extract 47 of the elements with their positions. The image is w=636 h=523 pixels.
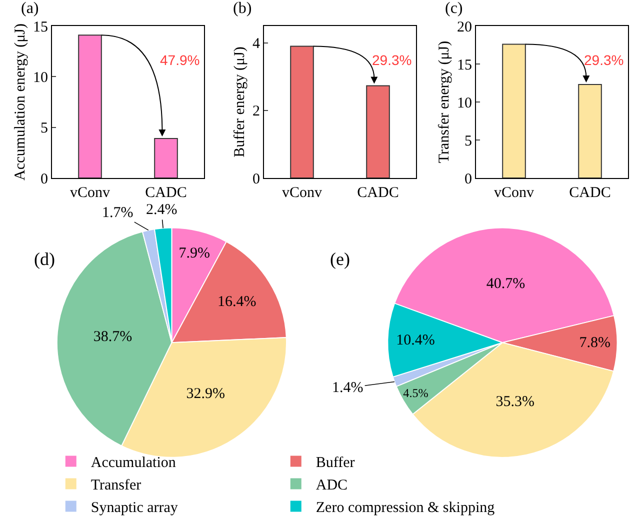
annotation: 29.3% — [584, 52, 624, 68]
annotation: 29.3% — [372, 52, 412, 68]
chart-title: (c) — [445, 0, 463, 17]
y-tick-label: 5 — [40, 120, 48, 137]
annotation: 47.9% — [160, 52, 200, 68]
y-tick-label: 15 — [457, 57, 472, 74]
legend-label: Transfer — [90, 478, 142, 494]
chart-title: (b) — [233, 0, 252, 17]
y-tick-label: 0 — [464, 171, 472, 188]
y-axis-title: Transfer energy (μJ) — [436, 40, 452, 164]
x-tick-label: CADC — [569, 185, 611, 201]
legend-label: ADC — [316, 478, 348, 494]
x-tick-label: vConv — [282, 185, 322, 201]
data-label: 1.4% — [332, 380, 364, 396]
x-tick-label: CADC — [145, 185, 187, 201]
text: (d) — [34, 249, 55, 269]
data-label: 7.9% — [178, 245, 210, 262]
data-label: 38.7% — [93, 328, 132, 345]
y-tick-label: 15 — [33, 19, 48, 36]
y-tick-label: 10 — [33, 70, 48, 86]
legend-label: Synaptic array — [90, 500, 178, 516]
x-tick-label: vConv — [70, 185, 110, 201]
legend-label: Accumulation — [90, 455, 176, 472]
y-tick-label: 0 — [40, 171, 48, 188]
data-label: 10.4% — [396, 332, 435, 349]
y-tick-label: 20 — [457, 19, 472, 36]
x-tick-label: vConv — [494, 185, 534, 201]
data-label: 1.7% — [102, 205, 134, 221]
data-label: 16.4% — [218, 294, 256, 310]
data-label: 35.3% — [496, 394, 535, 410]
data-label: 4.5% — [403, 386, 428, 400]
text: (e) — [330, 249, 350, 269]
y-axis-title: Accumulation energy (μJ) — [12, 24, 28, 180]
y-tick-label: 0 — [252, 171, 260, 188]
data-label: 40.7% — [486, 276, 526, 292]
y-tick-label: 10 — [457, 95, 472, 112]
data-label: 32.9% — [186, 386, 225, 402]
y-tick-label: 5 — [464, 133, 472, 150]
y-tick-label: 2 — [252, 104, 260, 120]
legend-label: Buffer — [316, 455, 355, 472]
chart-title: (a) — [21, 0, 39, 17]
data-label: 7.8% — [579, 335, 610, 352]
x-tick-label: CADC — [357, 185, 399, 201]
legend-label: Zero compression & skipping — [316, 500, 496, 516]
y-axis-title: Buffer energy (μJ) — [232, 46, 248, 158]
y-tick-label: 4 — [252, 36, 260, 52]
data-label: 2.4% — [146, 202, 178, 218]
